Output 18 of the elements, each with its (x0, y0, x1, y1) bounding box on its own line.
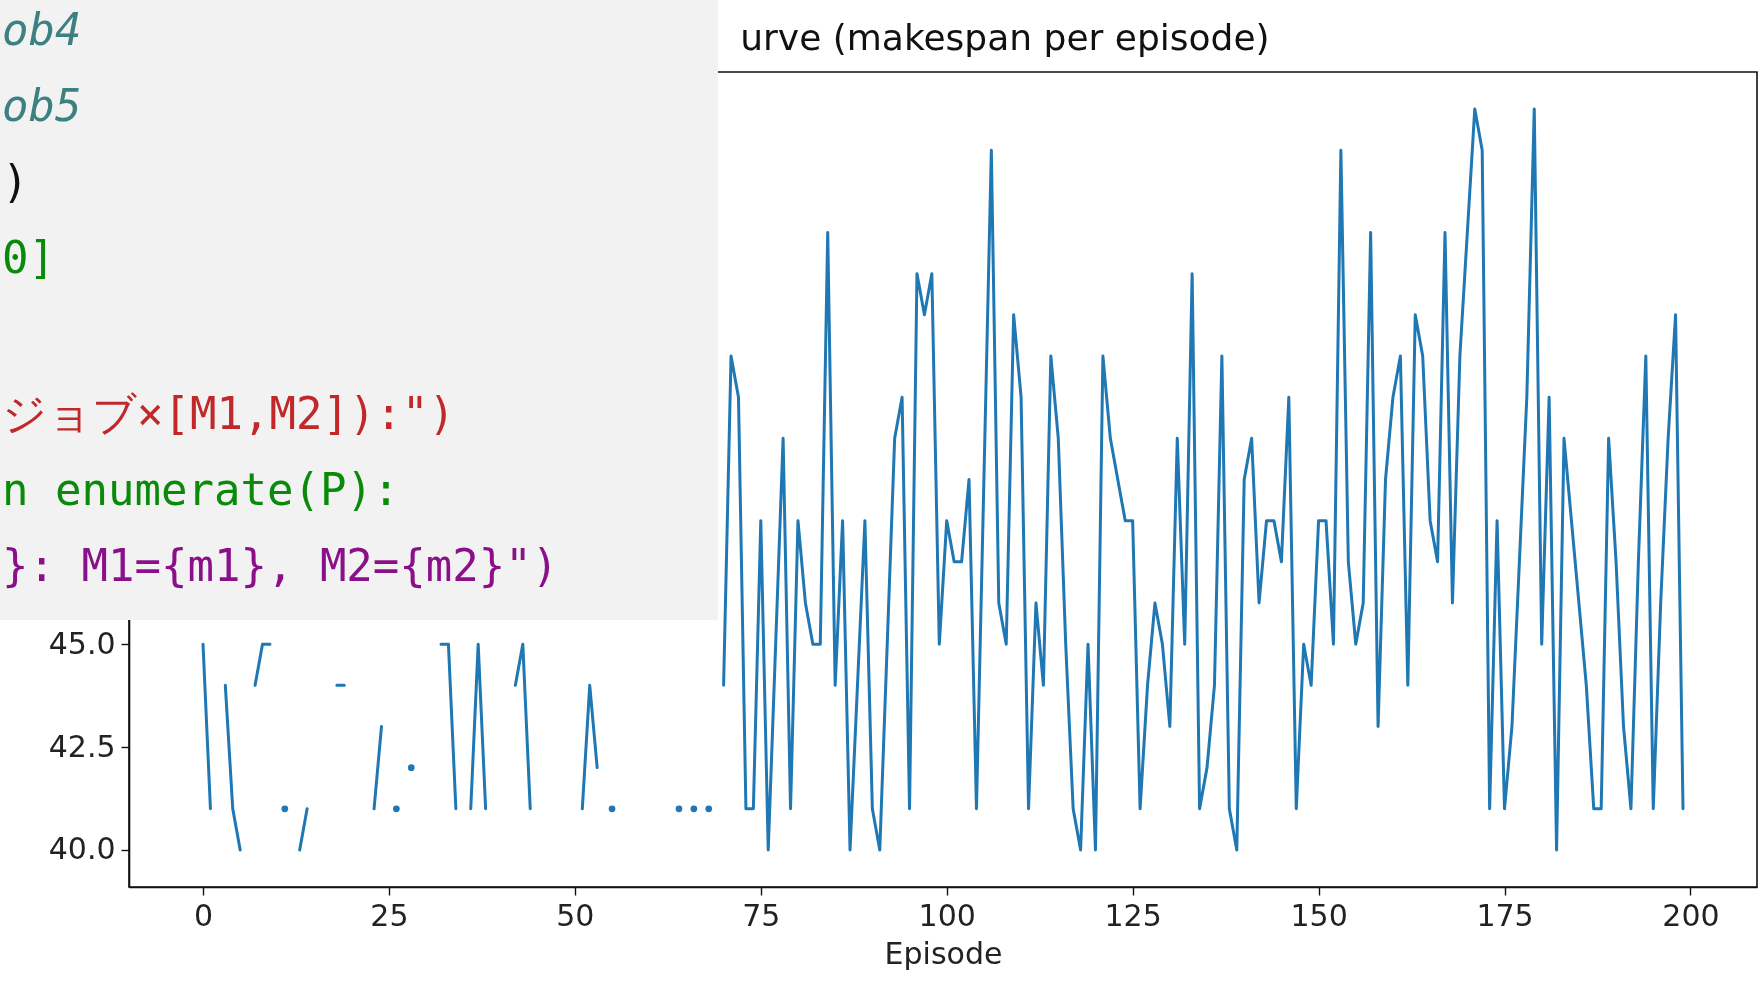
annotation: n enumerate(P): (2, 463, 400, 517)
x-axis-title: Episode (884, 935, 1003, 971)
x-tick-label: 150 (1290, 897, 1348, 933)
x-tick-label: 75 (742, 897, 781, 933)
x-tick-label: 50 (556, 897, 595, 933)
x-tick-label: 175 (1476, 897, 1534, 933)
x-tick-label: 125 (1104, 897, 1162, 933)
y-tick-label: 42.5 (48, 728, 116, 764)
code-panel: ob4 ob5 ) 0] ジョブ×[M1,M2]):") n enumerate(P): }: M1={m1}, M2={m2}") (0, 0, 718, 620)
annotation: ジョブ×[M1,M2]):") (2, 387, 455, 441)
x-tick-label: 0 (193, 897, 214, 933)
annotation: }: M1={m1}, M2={m2}") (2, 539, 559, 593)
x-tick-label: 25 (370, 897, 409, 933)
y-tick-label: 45.0 (48, 625, 116, 661)
x-tick-label: 200 (1662, 897, 1720, 933)
y-tick-label: 40.0 (48, 831, 116, 867)
chart-title: urve (makespan per episode) (740, 17, 1270, 58)
x-tick-label: 100 (918, 897, 976, 933)
